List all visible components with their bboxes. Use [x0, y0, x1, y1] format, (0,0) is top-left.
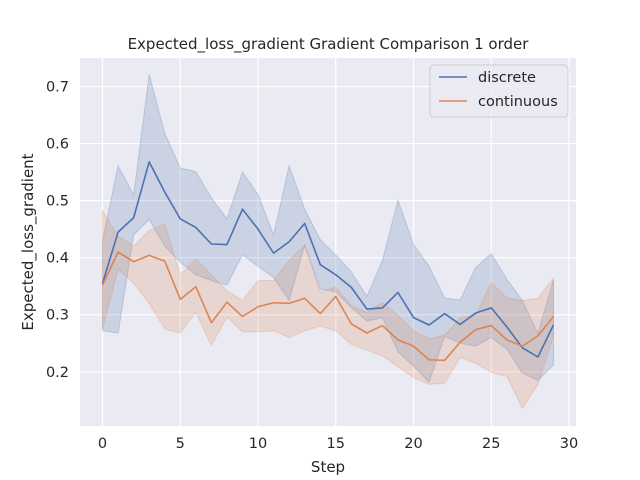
x-tick-label: 10: [249, 436, 267, 452]
x-axis-label: Step: [311, 458, 345, 476]
legend: discrete continuous: [429, 64, 569, 118]
x-tick-label: 25: [482, 436, 500, 452]
y-tick-label: 0.2: [46, 365, 69, 381]
x-tick-label: 30: [560, 436, 578, 452]
legend-box: [429, 64, 569, 118]
y-tick-label: 0.5: [46, 194, 69, 210]
x-axis-ticks: 0 5 10 15 20 25 30: [98, 436, 578, 452]
legend-label-discrete: discrete: [478, 70, 536, 86]
y-axis-ticks: 0.2 0.3 0.4 0.5 0.6 0.7: [46, 80, 69, 381]
x-tick-label: 0: [98, 436, 107, 452]
discrete-line: [101, 161, 555, 358]
series-lines: [101, 161, 555, 362]
x-tick-label: 5: [176, 436, 185, 452]
discrete-confidence-band: [102, 74, 554, 384]
x-tick-label: 20: [404, 436, 422, 452]
confidence-bands: [102, 74, 554, 410]
plot-area: [80, 58, 576, 426]
continuous-line: [101, 251, 555, 362]
grid-lines: [80, 58, 576, 426]
y-tick-label: 0.6: [46, 137, 69, 153]
chart-title: Expected_loss_gradient Gradient Comparis…: [128, 35, 530, 54]
continuous-confidence-band: [102, 209, 554, 410]
y-tick-label: 0.4: [46, 251, 69, 267]
legend-label-continuous: continuous: [478, 94, 558, 110]
y-tick-label: 0.7: [46, 80, 69, 96]
y-tick-label: 0.3: [46, 308, 69, 324]
x-tick-label: 15: [327, 436, 345, 452]
y-axis-label: Expected_loss_gradient: [19, 153, 38, 330]
